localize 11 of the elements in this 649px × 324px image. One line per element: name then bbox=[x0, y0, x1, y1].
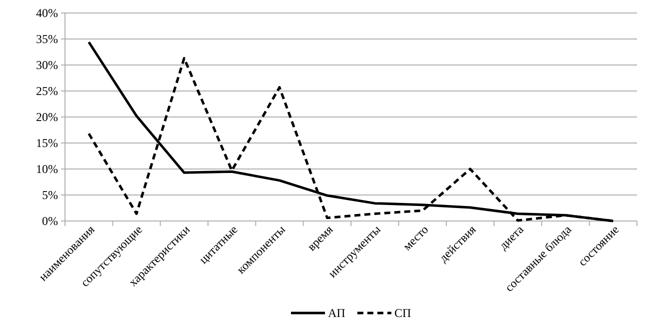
y-tick-label: 35% bbox=[36, 32, 58, 46]
legend-label: АП bbox=[328, 306, 346, 320]
legend-label: СП bbox=[394, 306, 412, 320]
y-tick-label: 5% bbox=[42, 188, 58, 202]
y-tick-label: 10% bbox=[36, 162, 58, 176]
y-tick-label: 20% bbox=[36, 110, 58, 124]
y-tick-label: 0% bbox=[42, 214, 58, 228]
y-tick-label: 15% bbox=[36, 136, 58, 150]
y-tick-label: 30% bbox=[36, 58, 58, 72]
y-tick-label: 25% bbox=[36, 84, 58, 98]
y-tick-label: 40% bbox=[36, 6, 58, 20]
